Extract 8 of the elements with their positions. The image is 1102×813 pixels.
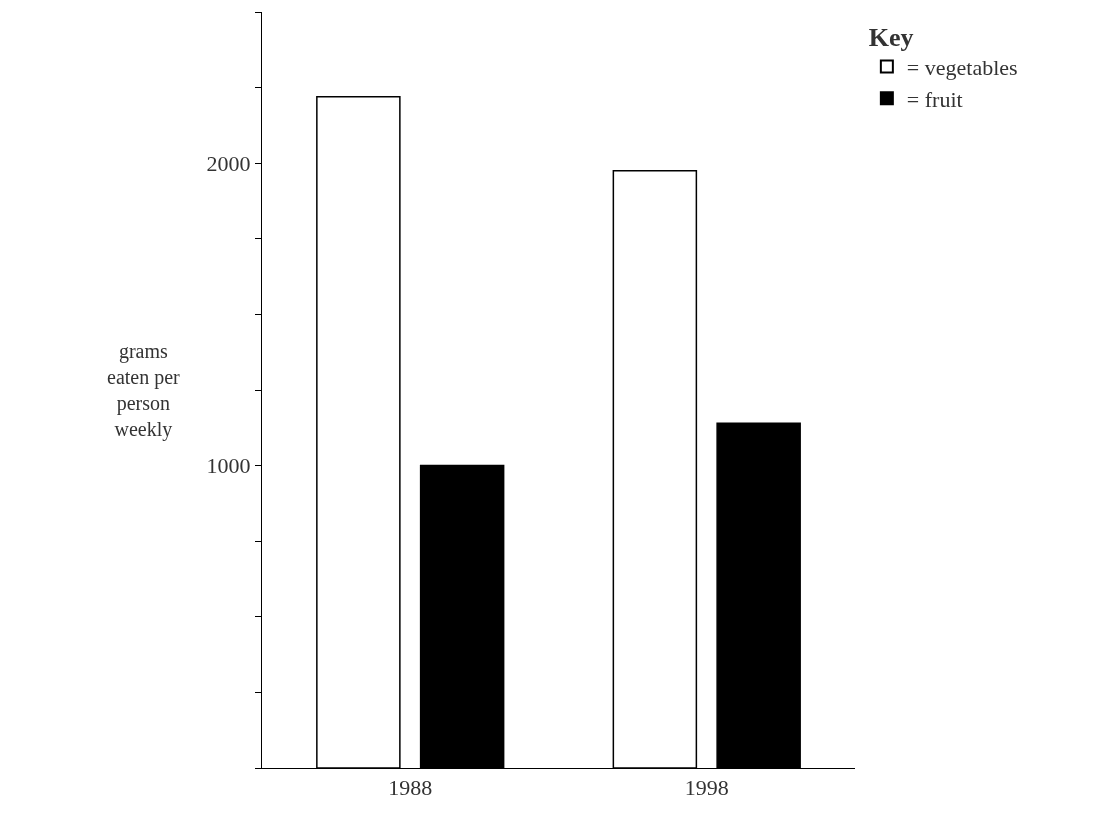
y-tick-label: 2000 (206, 150, 251, 176)
legend-title: Key (868, 22, 914, 52)
y-axis-title: grams eaten per person weekly (107, 340, 181, 441)
y-tick-label: 1000 (206, 453, 251, 479)
x-tick-label: 1988 (388, 775, 433, 801)
legend-label: = fruit (906, 86, 963, 112)
x-tick-label: 1998 (684, 775, 729, 801)
legend-label: = vegetables (906, 55, 1018, 81)
